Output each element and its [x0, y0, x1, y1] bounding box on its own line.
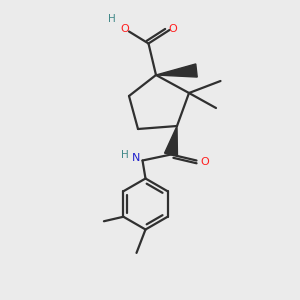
Polygon shape	[156, 64, 197, 77]
Text: H: H	[108, 14, 116, 24]
Text: O: O	[168, 23, 177, 34]
Text: N: N	[131, 153, 140, 164]
Text: H: H	[121, 149, 128, 160]
Text: O: O	[120, 23, 129, 34]
Polygon shape	[164, 126, 178, 156]
Text: O: O	[200, 157, 209, 167]
